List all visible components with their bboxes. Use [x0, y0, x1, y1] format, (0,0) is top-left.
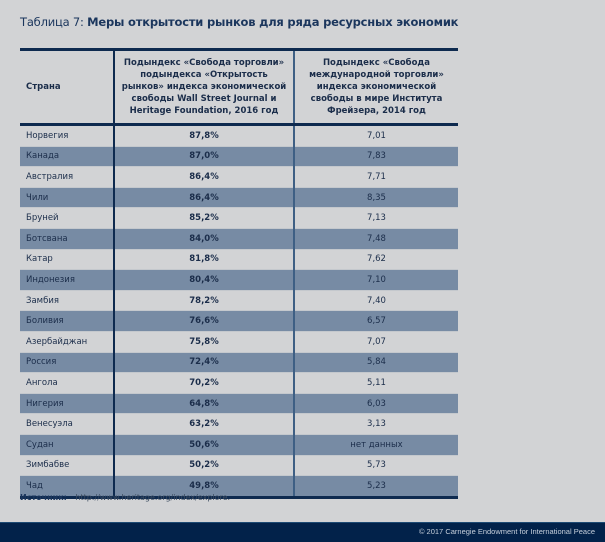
cell-heritage-value: 50,6%: [113, 434, 294, 456]
cell-fraser-value: 7,40: [293, 290, 458, 312]
table-row: Катар 81,8% 7,62: [20, 249, 458, 271]
cell-country: Бруней: [20, 207, 114, 229]
cell-country: Ангола: [20, 372, 114, 394]
table-row: Азербайджан 75,8% 7,07: [20, 331, 458, 353]
cell-heritage-value: 76,6%: [113, 310, 294, 332]
cell-country: Ботсвана: [20, 228, 114, 250]
cell-heritage-value: 85,2%: [113, 207, 294, 229]
cell-country: Канада: [20, 146, 114, 168]
table-row: Ангола 70,2% 5,11: [20, 372, 458, 394]
cell-country: Чад: [20, 475, 114, 498]
cell-fraser-value: 5,73: [293, 455, 458, 477]
cell-heritage-value: 86,4%: [113, 187, 294, 209]
table-row: Боливия 76,6% 6,57: [20, 310, 458, 332]
cell-country: Австралия: [20, 166, 114, 188]
cell-fraser-value: 5,84: [293, 352, 458, 374]
copyright-text: © 2017 Carnegie Endowment for Internatio…: [418, 527, 595, 536]
cell-heritage-value: 49,8%: [113, 475, 294, 498]
cell-fraser-value: 6,57: [293, 310, 458, 332]
header-country: Страна: [26, 82, 61, 92]
cell-heritage-value: 87,8%: [113, 124, 294, 147]
table-caption: Меры открытости рынков для ряда ресурсны…: [87, 15, 459, 29]
market-openness-table: Страна Подындекс «Свобода торговли» поды…: [20, 48, 458, 499]
cell-country: Чили: [20, 187, 114, 209]
table-row: Нигерия 64,8% 6,03: [20, 393, 458, 415]
cell-country: Венесуэла: [20, 413, 114, 435]
table-row: Норвегия 87,8% 7,01: [20, 124, 458, 147]
header-fraser-index: Подындекс «Свобода международной торговл…: [293, 49, 458, 125]
table-row: Замбия 78,2% 7,40: [20, 290, 458, 312]
cell-heritage-value: 50,2%: [113, 455, 294, 477]
source-url: http://www.heritage.org/index/explore.: [75, 493, 231, 502]
table-row: Индонезия 80,4% 7,10: [20, 269, 458, 291]
cell-heritage-value: 86,4%: [113, 166, 294, 188]
cell-fraser-value: 8,35: [293, 187, 458, 209]
cell-fraser-value: 7,62: [293, 249, 458, 271]
table-row: Зимбабве 50,2% 5,73: [20, 455, 458, 477]
table-row: Канада 87,0% 7,83: [20, 146, 458, 168]
cell-fraser-value: 6,03: [293, 393, 458, 415]
cell-heritage-value: 75,8%: [113, 331, 294, 353]
source-note: Источник: http://www.heritage.org/index/…: [20, 493, 230, 502]
cell-country: Судан: [20, 434, 114, 456]
cell-heritage-value: 84,0%: [113, 228, 294, 250]
cell-country: Боливия: [20, 310, 114, 332]
cell-country: Индонезия: [20, 269, 114, 291]
cell-fraser-value: 7,71: [293, 166, 458, 188]
cell-heritage-value: 80,4%: [113, 269, 294, 291]
cell-heritage-value: 63,2%: [113, 413, 294, 435]
cell-fraser-value: 7,83: [293, 146, 458, 168]
footer-bar: © 2017 Carnegie Endowment for Internatio…: [0, 522, 605, 542]
cell-country: Россия: [20, 352, 114, 374]
cell-fraser-value: 7,10: [293, 269, 458, 291]
table-number: Таблица 7:: [20, 15, 88, 29]
table-row: Россия 72,4% 5,84: [20, 352, 458, 374]
cell-fraser-value: 5,23: [293, 475, 458, 498]
cell-fraser-value: 7,13: [293, 207, 458, 229]
cell-heritage-value: 72,4%: [113, 352, 294, 374]
header-heritage-index: Подындекс «Свобода торговли» подындекса …: [113, 49, 294, 125]
table-row: Судан 50,6% нет данных: [20, 434, 458, 456]
table-title: Таблица 7: Меры открытости рынков для ря…: [20, 15, 458, 29]
cell-fraser-value: 7,48: [293, 228, 458, 250]
cell-heritage-value: 81,8%: [113, 249, 294, 271]
cell-fraser-value: 3,13: [293, 413, 458, 435]
cell-country: Азербайджан: [20, 331, 114, 353]
cell-fraser-value: 5,11: [293, 372, 458, 394]
table-row: Венесуэла 63,2% 3,13: [20, 413, 458, 435]
cell-fraser-value: 7,01: [293, 124, 458, 147]
cell-country: Нигерия: [20, 393, 114, 415]
cell-country: Замбия: [20, 290, 114, 312]
cell-heritage-value: 64,8%: [113, 393, 294, 415]
cell-country: Норвегия: [20, 124, 114, 147]
table-row: Ботсвана 84,0% 7,48: [20, 228, 458, 250]
table-row: Бруней 85,2% 7,13: [20, 207, 458, 229]
header-row: Страна Подындекс «Свобода торговли» поды…: [20, 49, 458, 125]
source-label: Источник:: [20, 493, 67, 502]
cell-heritage-value: 78,2%: [113, 290, 294, 312]
cell-heritage-value: 70,2%: [113, 372, 294, 394]
table-row: Австралия 86,4% 7,71: [20, 166, 458, 188]
table-row: Чили 86,4% 8,35: [20, 187, 458, 209]
cell-country: Зимбабве: [20, 455, 114, 477]
cell-fraser-value: 7,07: [293, 331, 458, 353]
cell-country: Катар: [20, 249, 114, 271]
cell-fraser-value: нет данных: [293, 434, 458, 456]
cell-heritage-value: 87,0%: [113, 146, 294, 168]
table-body: Норвегия 87,8% 7,01 Канада 87,0% 7,83 Австрали…: [20, 124, 458, 498]
table-row: Чад 49,8% 5,23: [20, 475, 458, 498]
